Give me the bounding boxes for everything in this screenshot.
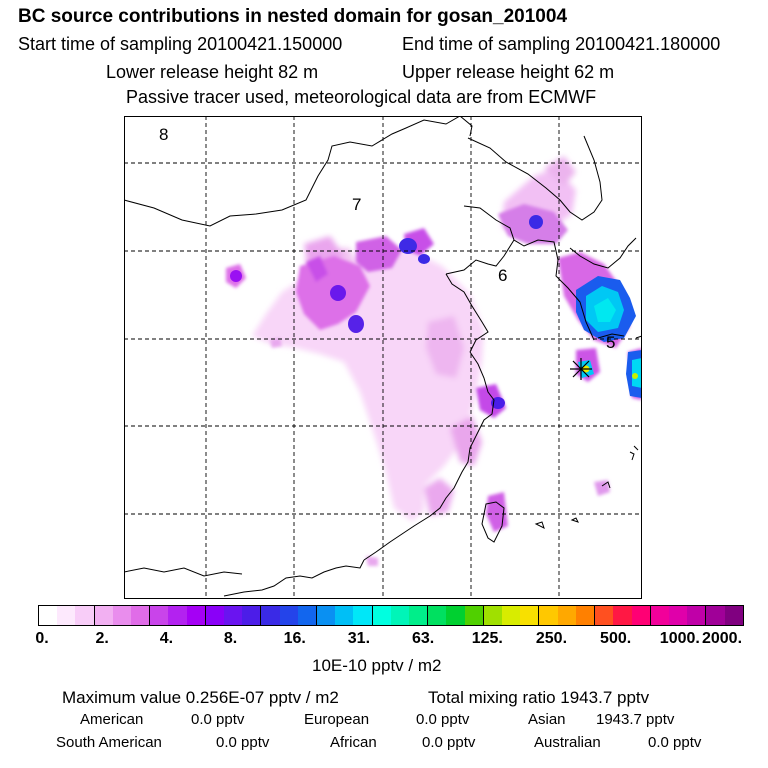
- region-label: 7: [352, 195, 361, 214]
- colorbar-swatch: [390, 606, 410, 625]
- sampling-start-time: Start time of sampling 20100421.150000: [18, 34, 343, 54]
- source-contribution-map: 8 7 6 5: [124, 116, 642, 599]
- coastlines: [124, 116, 642, 597]
- colorbar-swatch: [260, 606, 280, 625]
- region-value-american: 0.0 pptv: [191, 711, 245, 728]
- colorbar-tick-label: 63.: [411, 630, 435, 647]
- colorbar-swatch: [224, 606, 243, 625]
- region-value-african: 0.0 pptv: [422, 734, 476, 751]
- colorbar-swatch: [39, 606, 58, 625]
- colorbar-swatch: [575, 606, 595, 625]
- colorbar-tick-label: 2.: [95, 630, 109, 647]
- colorbar-swatch: [168, 606, 187, 625]
- colorbar-swatch: [57, 606, 76, 625]
- colorbar-swatch: [131, 606, 150, 625]
- colorbar-swatch: [705, 606, 725, 625]
- colorbar-swatch: [446, 606, 465, 625]
- region-value-australian: 0.0 pptv: [648, 734, 702, 751]
- colorbar-swatch: [75, 606, 94, 625]
- colorbar-swatch: [335, 606, 354, 625]
- region-name-american: American: [80, 711, 144, 728]
- colorbar-swatch: [613, 606, 632, 625]
- colorbar-swatch: [502, 606, 521, 625]
- colorbar-swatch: [242, 606, 261, 625]
- colorbar-swatch: [93, 606, 113, 625]
- colorbar: [38, 605, 744, 626]
- colorbar-swatch: [371, 606, 391, 625]
- colorbar-tick-label: 16.: [283, 630, 306, 647]
- colorbar-swatch: [204, 606, 225, 625]
- colorbar-swatch: [427, 606, 447, 625]
- region-label: 5: [606, 333, 615, 352]
- region-name-australian: Australian: [534, 734, 601, 751]
- colorbar-units: 10E-10 pptv / m2: [312, 656, 442, 675]
- colorbar-swatch: [594, 606, 614, 625]
- colorbar-swatch: [687, 606, 706, 625]
- colorbar-tick-label: 31.: [347, 630, 371, 647]
- region-value-south-american: 0.0 pptv: [216, 734, 270, 751]
- lower-release-height: Lower release height 82 m: [106, 62, 319, 82]
- colorbar-swatch: [631, 606, 650, 625]
- colorbar-swatch: [482, 606, 503, 625]
- maximum-value: Maximum value 0.256E-07 pptv / m2: [62, 688, 339, 707]
- colorbar-swatch: [297, 606, 317, 625]
- colorbar-swatch: [668, 606, 688, 625]
- latlon-grid: [124, 116, 642, 599]
- upper-release-height: Upper release height 62 m: [402, 62, 615, 82]
- region-value-asian: 1943.7 pptv: [596, 711, 675, 728]
- region-name-african: African: [330, 734, 377, 751]
- region-value-european: 0.0 pptv: [416, 711, 470, 728]
- colorbar-swatch: [724, 606, 743, 625]
- sampling-end-time: End time of sampling 20100421.180000: [402, 34, 721, 54]
- colorbar-tick-label: 8.: [223, 630, 238, 647]
- region-label: 6: [498, 266, 507, 285]
- region-name-european: European: [304, 711, 370, 728]
- colorbar-swatch: [186, 606, 205, 625]
- colorbar-swatch: [279, 606, 298, 625]
- plot-title: BC source contributions in nested domain…: [18, 6, 568, 27]
- colorbar-swatch: [353, 606, 372, 625]
- colorbar-tick-label: 250.: [535, 630, 568, 647]
- colorbar-swatch: [557, 606, 576, 625]
- colorbar-swatch: [538, 606, 558, 625]
- colorbar-swatch: [409, 606, 428, 625]
- total-mixing-ratio: Total mixing ratio 1943.7 pptv: [428, 688, 650, 707]
- colorbar-tick-label: 4.: [159, 630, 174, 647]
- region-name-south-american: South American: [56, 734, 162, 751]
- colorbar-swatch: [464, 606, 483, 625]
- colorbar-tick-label: 125.: [471, 630, 503, 647]
- tracer-note: Passive tracer used, meteorological data…: [126, 87, 597, 107]
- colorbar-tick-label: 1000.: [659, 630, 700, 647]
- colorbar-swatch: [112, 606, 132, 625]
- colorbar-tick-label: 2000.: [701, 630, 743, 647]
- colorbar-swatch: [316, 606, 336, 625]
- region-label: 8: [159, 125, 168, 144]
- colorbar-tick-label: 500.: [600, 630, 632, 647]
- colorbar-swatch: [149, 606, 169, 625]
- region-name-asian: Asian: [528, 711, 566, 728]
- receptor-star-icon: [570, 358, 592, 380]
- colorbar-swatch: [520, 606, 539, 625]
- colorbar-tick-label: 0.: [35, 630, 49, 647]
- colorbar-swatch: [649, 606, 669, 625]
